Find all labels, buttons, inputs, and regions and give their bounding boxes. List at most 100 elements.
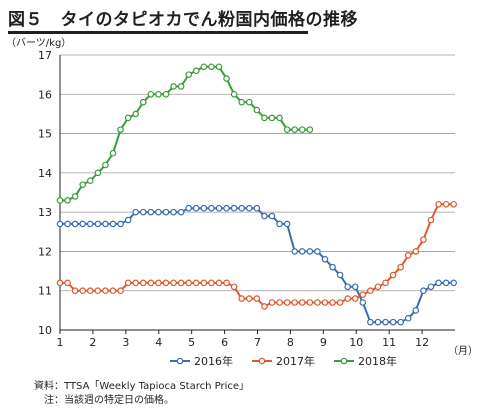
data-point (139, 279, 147, 287)
data-point (283, 126, 291, 133)
data-point (367, 318, 374, 326)
y-tick-label-16: 16 (38, 88, 52, 101)
data-point (215, 204, 223, 212)
data-point (223, 75, 230, 82)
data-point (359, 291, 367, 298)
data-point (291, 248, 298, 255)
data-point (283, 220, 291, 228)
legend-swatch-marker (176, 357, 184, 365)
data-point (344, 295, 351, 302)
data-point (261, 212, 268, 220)
data-point (351, 283, 359, 291)
data-point (223, 204, 230, 212)
data-point (442, 279, 450, 287)
data-point (397, 263, 404, 271)
x-tick-label-2: 2 (89, 336, 96, 349)
data-point (155, 208, 162, 216)
series-2 (56, 200, 457, 310)
series-3 (56, 63, 314, 204)
data-point (192, 279, 200, 287)
data-point (435, 279, 442, 287)
data-point (86, 177, 94, 185)
data-point (79, 220, 87, 228)
data-point (435, 200, 442, 208)
data-point (238, 295, 246, 302)
data-point (56, 197, 64, 204)
data-point (450, 279, 457, 287)
data-point (102, 287, 109, 295)
data-point (200, 63, 208, 71)
data-point (64, 197, 71, 204)
data-point (102, 220, 109, 228)
data-point (427, 283, 435, 291)
data-point (147, 208, 155, 216)
data-point (253, 204, 261, 212)
data-point (298, 248, 306, 255)
data-point (155, 279, 162, 287)
x-tick-label-7: 7 (254, 336, 261, 349)
data-point (86, 287, 94, 295)
data-point (223, 279, 230, 287)
y-tick-label-15: 15 (38, 128, 52, 141)
data-point (306, 299, 314, 306)
y-tick-label-12: 12 (38, 245, 52, 258)
data-point (56, 220, 64, 228)
data-point (420, 287, 427, 295)
data-point (124, 279, 132, 287)
data-point (450, 200, 457, 208)
data-point (412, 307, 420, 314)
data-point (291, 126, 298, 133)
data-point (117, 126, 124, 133)
notes: 資料：TTSA「Weekly Tapioca Starch Price」 注：当… (34, 380, 249, 408)
title-bar: 図５ タイのタピオカでん粉国内価格の推移 (8, 4, 358, 34)
data-point (261, 303, 268, 310)
data-point (170, 208, 177, 216)
series-lines (56, 63, 457, 326)
data-point (132, 279, 140, 287)
note-text: 当該週の特定日の価格。 (64, 395, 174, 406)
legend-label: 2018年 (358, 354, 397, 368)
y-tick-label-17: 17 (38, 49, 52, 62)
x-tick-label-5: 5 (188, 336, 195, 349)
data-point (298, 299, 306, 306)
data-point (238, 204, 246, 212)
data-point (170, 279, 177, 287)
data-point (404, 252, 412, 259)
legend-swatch-marker (258, 357, 266, 365)
note-label: 注： (44, 395, 64, 406)
data-point (155, 90, 162, 98)
data-point (162, 208, 170, 216)
data-point (389, 271, 397, 279)
source-label: 資料： (34, 381, 64, 392)
x-tick-label-4: 4 (155, 336, 162, 349)
data-point (261, 114, 268, 122)
data-point (253, 295, 261, 302)
data-point (208, 279, 215, 287)
x-tick-label-3: 3 (122, 336, 129, 349)
data-point (215, 63, 223, 71)
data-point (177, 83, 185, 90)
data-point (79, 287, 87, 295)
data-point (367, 287, 374, 295)
data-point (200, 204, 208, 212)
legend-item-2: 2017年 (252, 354, 315, 368)
data-point (64, 279, 71, 287)
data-point (238, 98, 246, 106)
data-point (200, 279, 208, 287)
data-point (124, 216, 132, 224)
data-point (185, 204, 193, 212)
series-line-3 (60, 65, 310, 202)
data-point (253, 106, 261, 114)
y-tick-label-11: 11 (38, 285, 52, 298)
data-point (71, 287, 79, 295)
data-point (412, 248, 420, 255)
data-point (147, 90, 155, 98)
data-point (268, 299, 276, 306)
data-point (283, 299, 291, 306)
legend-label: 2016年 (194, 354, 233, 368)
data-point (94, 220, 102, 228)
data-point (245, 98, 253, 106)
data-point (132, 208, 140, 216)
data-point (397, 318, 404, 326)
data-point (404, 314, 412, 322)
